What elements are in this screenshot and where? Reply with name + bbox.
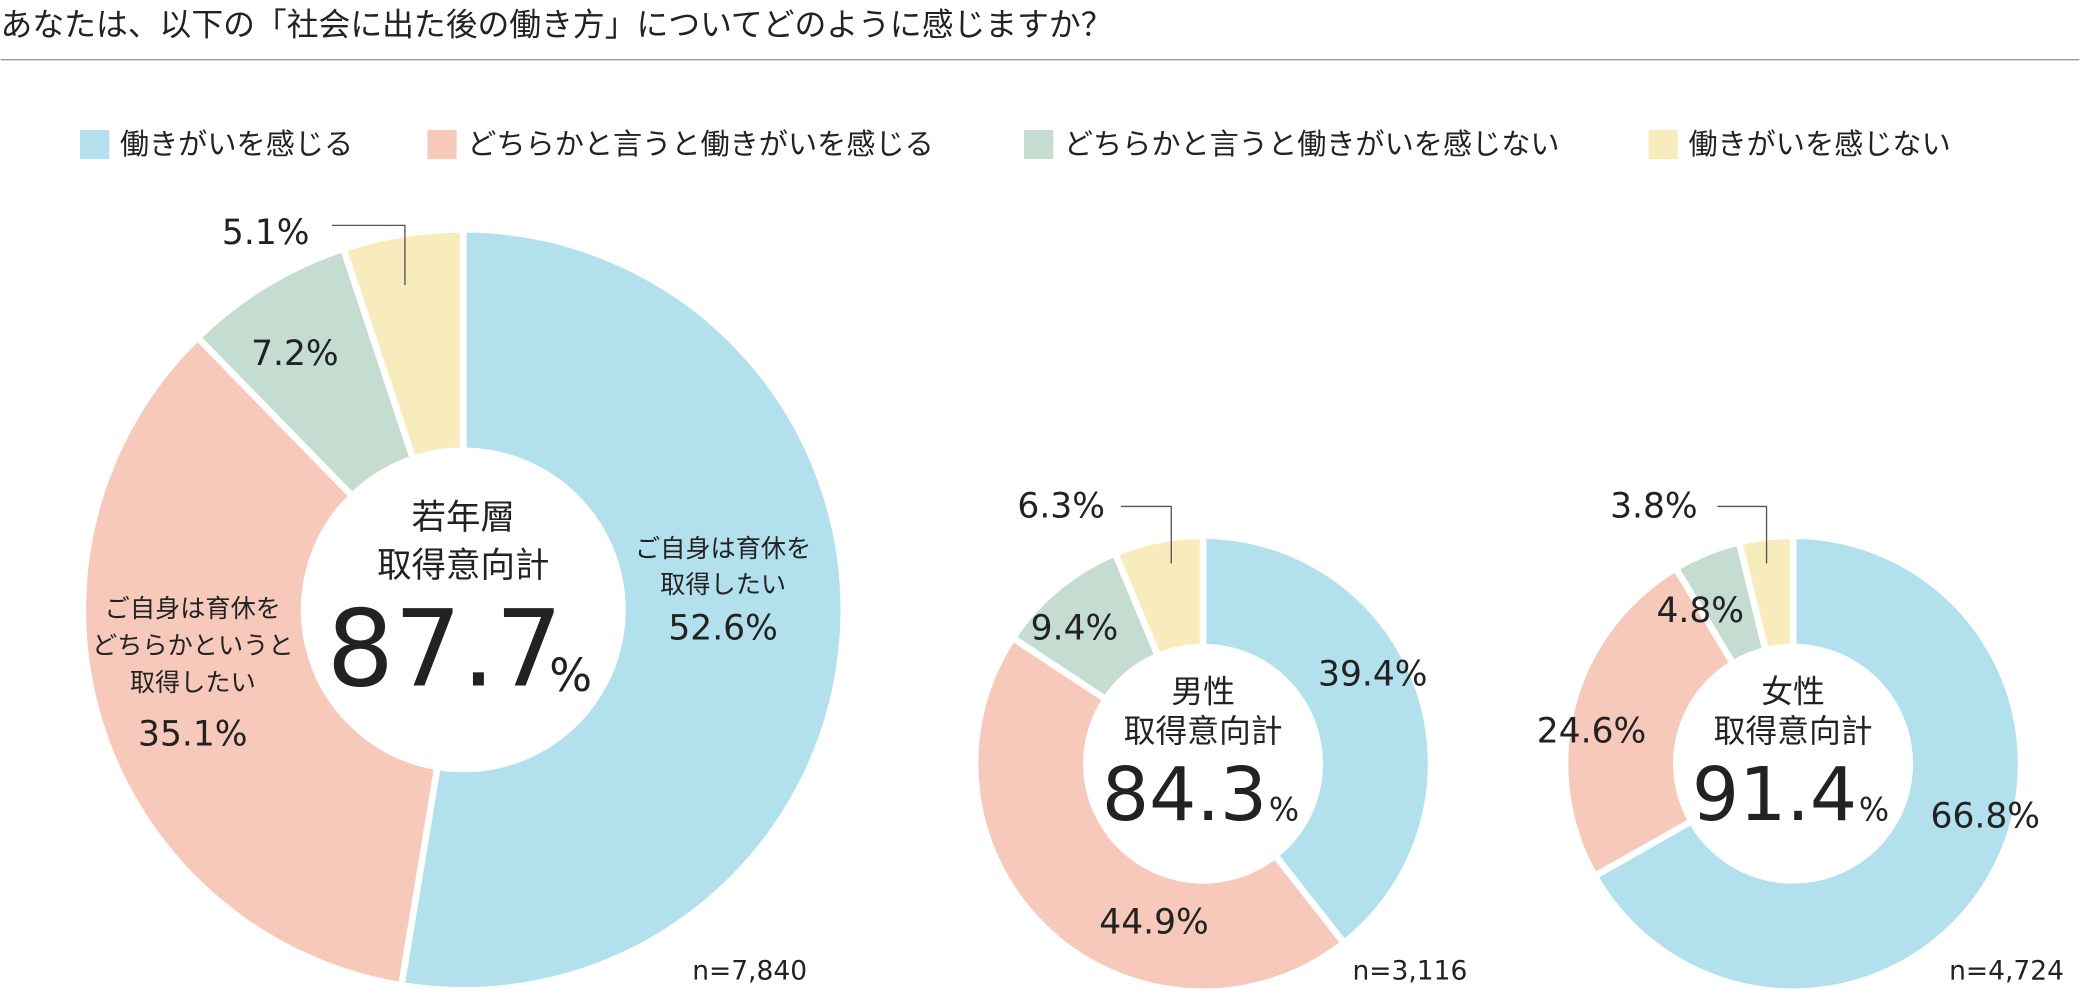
donut-slice: [79, 332, 442, 990]
donut-slice: [339, 226, 467, 464]
legend-swatch: [427, 129, 457, 160]
center-value: 84.3: [1102, 751, 1267, 838]
leader-line: [332, 224, 406, 286]
center-label: 若年層: [412, 498, 515, 538]
donut-slice: [1590, 532, 2025, 995]
legend-label: どちらかと言うと働きがいを感じる: [467, 127, 934, 161]
center-unit: %: [1269, 790, 1299, 828]
data-label: 52.6%: [668, 608, 778, 648]
donut-slice: [1735, 532, 1797, 655]
data-label: 6.3%: [1017, 486, 1105, 526]
data-label: 7.2%: [251, 334, 339, 374]
legend-swatch: [1024, 129, 1054, 160]
center-label: 取得意向計: [1124, 712, 1283, 750]
data-label: 5.1%: [222, 213, 310, 253]
legend-swatch: [80, 129, 110, 160]
center-label: 女性: [1761, 672, 1825, 710]
center-value: 87.7: [327, 589, 563, 712]
donut-slice: [1199, 532, 1435, 948]
donut-slice: [1110, 532, 1207, 661]
slice-note: ご自身は育休を: [635, 534, 811, 563]
legend-label: 働きがいを感じない: [1688, 127, 1950, 161]
data-label: 4.8%: [1656, 591, 1744, 631]
data-label: 24.6%: [1537, 712, 1647, 752]
legend-label: どちらかと言うと働きがいを感じない: [1064, 127, 1560, 161]
donut-slice: [1561, 563, 1738, 881]
center-unit: %: [549, 649, 592, 702]
legend-label: 働きがいを感じる: [120, 127, 353, 161]
slice-note: 取得したい: [660, 570, 786, 599]
data-label: 44.9%: [1099, 903, 1209, 943]
center-label: 取得意向計: [1714, 712, 1873, 750]
center-unit: %: [1859, 790, 1889, 828]
slice-note: 取得したい: [130, 668, 256, 697]
data-label: 66.8%: [1931, 797, 2041, 837]
slice-note: ご自身は育休を: [105, 594, 281, 623]
chart-title: あなたは、以下の「社会に出た後の働き方」についてどのように感じますか？: [1, 6, 1113, 44]
data-label: 3.8%: [1610, 486, 1698, 526]
sample-size: n=4,724: [1949, 955, 2064, 986]
legend-swatch: [1648, 129, 1678, 160]
center-value: 91.4: [1692, 751, 1857, 838]
donut-slice: [397, 226, 848, 994]
leader-line: [1717, 505, 1768, 564]
sample-size: n=7,840: [692, 955, 807, 986]
data-label: 35.1%: [138, 714, 248, 754]
slice-note: どちらかというと: [92, 631, 294, 660]
donut-slice: [971, 633, 1349, 996]
data-label: 39.4%: [1318, 655, 1428, 695]
leader-line: [1120, 505, 1172, 564]
sample-size: n=3,116: [1352, 955, 1467, 986]
center-label: 男性: [1171, 672, 1235, 710]
center-label: 取得意向計: [377, 546, 549, 586]
data-label: 9.4%: [1031, 608, 1119, 648]
